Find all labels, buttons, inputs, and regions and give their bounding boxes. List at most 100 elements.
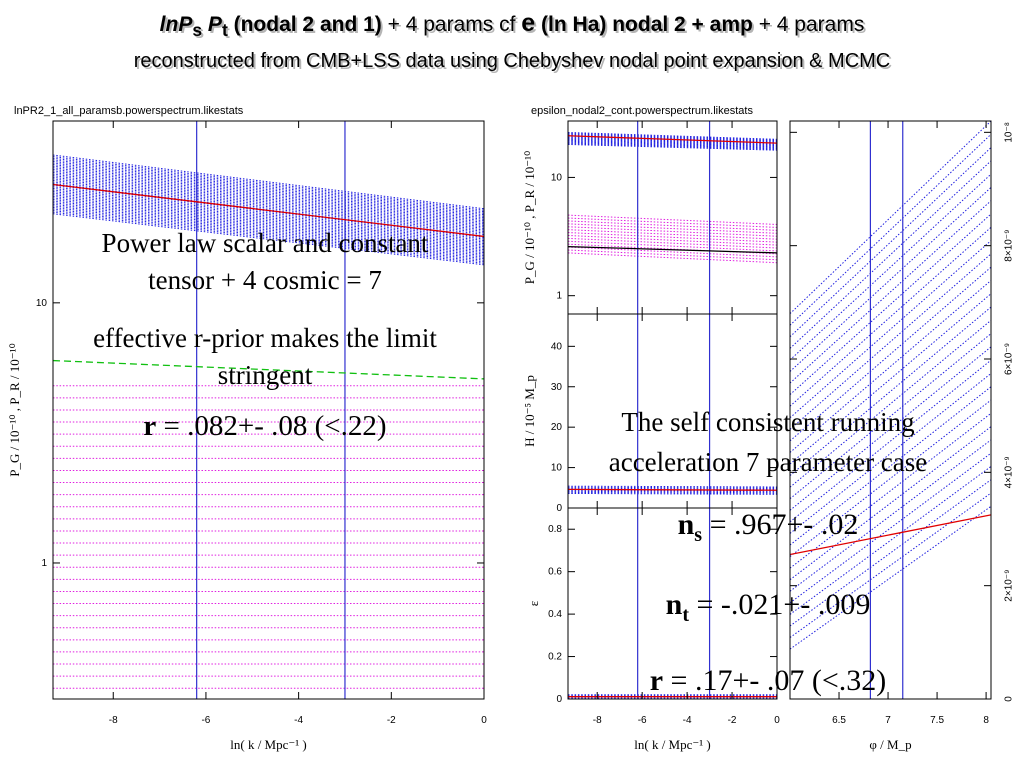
right_bot-xtick-label-1: -6 (638, 715, 647, 726)
r-number: = .17+- .07 (<.32) (663, 664, 887, 697)
left-annotation: Power law scalar and constant tensor + 4… (40, 225, 490, 445)
left-band-0-curve-26 (53, 171, 484, 226)
plot-left: 1 10 -8 -6 -4 -2 0 ln( k / Mpc⁻¹ ) P_G / 10⁻¹⁰ ,… (7, 120, 487, 752)
right_side-band-0-curve-11 (790, 359, 991, 523)
right_side-band-0-curve-29 (790, 121, 991, 315)
right_mid-band-0-curve-1 (568, 491, 777, 494)
right_bot-xtick-label-4: 0 (774, 715, 780, 726)
right_top-band-1-curve-12 (568, 217, 777, 228)
right_top-band-1-curve-10 (568, 223, 777, 234)
right_mid-ylabel: H / 10⁻⁵ M_p (522, 375, 537, 447)
right_side-band-0-curve-7 (790, 412, 991, 569)
right_bot-ytick-label-4: 0.8 (548, 524, 562, 535)
right_mid-ytick-label-3: 30 (551, 382, 563, 393)
right_top-ytick-label-1: 10 (551, 172, 563, 183)
right_top-line-1 (568, 245, 777, 254)
left-band-0-curve-35 (53, 157, 484, 213)
right_side-band-0-curve-18 (790, 266, 991, 442)
right_side-band-0-curve-24 (790, 187, 991, 372)
right_side-band-0-curve-13 (790, 333, 991, 500)
right_side-ytick-label-5: 10⁻⁸ (1004, 122, 1015, 143)
right_side-band-0-curve-25 (790, 173, 991, 361)
r-value: r = .17+- .07 (<.32) (556, 664, 980, 698)
left-xtick-label-0: -8 (109, 715, 118, 726)
right_side-frame (789, 120, 992, 700)
right_side-ytick-label-3: 6×10⁻⁹ (1004, 343, 1015, 375)
right_side-ytick-label-2: 4×10⁻⁹ (1004, 456, 1015, 488)
right_bot-series-layer (568, 508, 777, 699)
right_side-band-0-curve-17 (790, 280, 991, 453)
nt-symbol: n (665, 588, 683, 621)
right_side-band-0-curve-0 (790, 505, 991, 650)
left-ylabel: P_G / 10⁻¹⁰ , P_R / 10⁻¹⁰ (7, 343, 22, 476)
right_mid-series-layer (568, 314, 777, 508)
right_mid-band-0-curve-0 (568, 492, 777, 495)
right_top-band-1-curve-9 (568, 226, 777, 237)
right_side-band-0-curve-19 (790, 253, 991, 430)
title-p: P (207, 13, 222, 36)
left-r-symbol: r (143, 410, 157, 442)
left-annotation-line-4: stringent (217, 360, 313, 390)
right_mid-band-0-curve-7 (568, 485, 777, 488)
right_side-ytick-label-1: 2×10⁻⁹ (1004, 570, 1015, 602)
right_side-band-0-curve-15 (790, 306, 991, 476)
right_side-series-layer (790, 121, 991, 699)
right_top-band-1-curve-11 (568, 220, 777, 231)
nt-value: nt = -.021+- .009 (556, 588, 980, 632)
title-nodal-21: (nodal 2 and 1) (233, 13, 382, 36)
slide-title-line-2: reconstructed from CMB+LSS data using Ch… (133, 50, 891, 72)
left-ytick-label-0: 1 (41, 558, 47, 569)
left-r-number: = .082+- .08 (<.22) (156, 410, 387, 442)
right_top-band-0-curve-1 (568, 143, 777, 150)
right-annotation-line-2: acceleration 7 parameter case (608, 447, 928, 477)
left-line-1 (53, 359, 484, 380)
left-band-0-curve-24 (53, 175, 484, 229)
right_side-band-0-curve-22 (790, 213, 991, 396)
right_side-band-0-curve-16 (790, 293, 991, 465)
right-results: ns = .967+- .02 nt = -.021+- .009 r = .1… (556, 508, 980, 698)
right_top-band-0-curve-10 (568, 134, 777, 143)
right_side-band-0-curve-14 (790, 319, 991, 488)
left-band-0-curve-23 (53, 176, 484, 231)
right_side-ytick-label-0: 0 (1004, 696, 1015, 702)
right_side-xlabel: φ / M_p (869, 737, 911, 752)
ns-number: = .967+- .02 (702, 508, 859, 541)
right_top-band-1-curve-6 (568, 234, 777, 246)
left-band-0-curve-34 (53, 159, 484, 214)
right_top-band-1-curve-8 (568, 229, 777, 240)
title-s-subscript: s (192, 20, 203, 41)
title-lnp: lnP (159, 13, 193, 36)
left-band-0-curve-27 (53, 170, 484, 225)
right_top-series-layer (568, 121, 777, 314)
left-band-0-curve-29 (53, 167, 484, 222)
right_top-band-0-curve-2 (568, 142, 777, 150)
left-r-value: r = .082+- .08 (<.22) (40, 408, 490, 445)
left-band-0-curve-32 (53, 162, 484, 217)
left-xtick-label-1: -6 (201, 715, 210, 726)
right_side-band-0-curve-21 (790, 226, 991, 407)
right_top-band-1-curve-7 (568, 232, 777, 243)
right_bot-frame (567, 507, 778, 700)
right_top-ytick-label-0: 1 (556, 291, 562, 302)
left-frame (52, 120, 485, 700)
right_mid-ytick-label-1: 10 (551, 463, 563, 474)
ns-symbol: n (677, 508, 695, 541)
right_side-line-0 (790, 514, 991, 556)
left-line-0 (53, 183, 484, 238)
left-annotation-line-1: Power law scalar and constant (101, 228, 429, 258)
right_side-band-0-curve-4 (790, 452, 991, 604)
right_side-band-0-curve-28 (790, 133, 991, 326)
right_side-band-0-curve-6 (790, 426, 991, 581)
left-band-0-curve-36 (53, 156, 484, 211)
right_side-xtick-label-2: 7.5 (930, 715, 944, 726)
plot-right_side: 0 2×10⁻⁹ 4×10⁻⁹ 6×10⁻⁹ 8×10⁻⁹ 10⁻⁸ 6.5 7 7.5 8 φ /… (789, 120, 1015, 752)
ns-value: ns = .967+- .02 (556, 508, 980, 552)
left-ytick-label-1: 10 (36, 298, 48, 309)
nt-subscript: t (682, 604, 690, 626)
right_side-band-0-curve-12 (790, 346, 991, 511)
right-figure-filename: epsilon_nodal2_cont.powerspectrum.likest… (531, 105, 753, 117)
left-xtick-label-4: 0 (481, 715, 487, 726)
r-symbol: r (649, 664, 664, 697)
title-plus-params-b: + 4 params (758, 13, 865, 36)
